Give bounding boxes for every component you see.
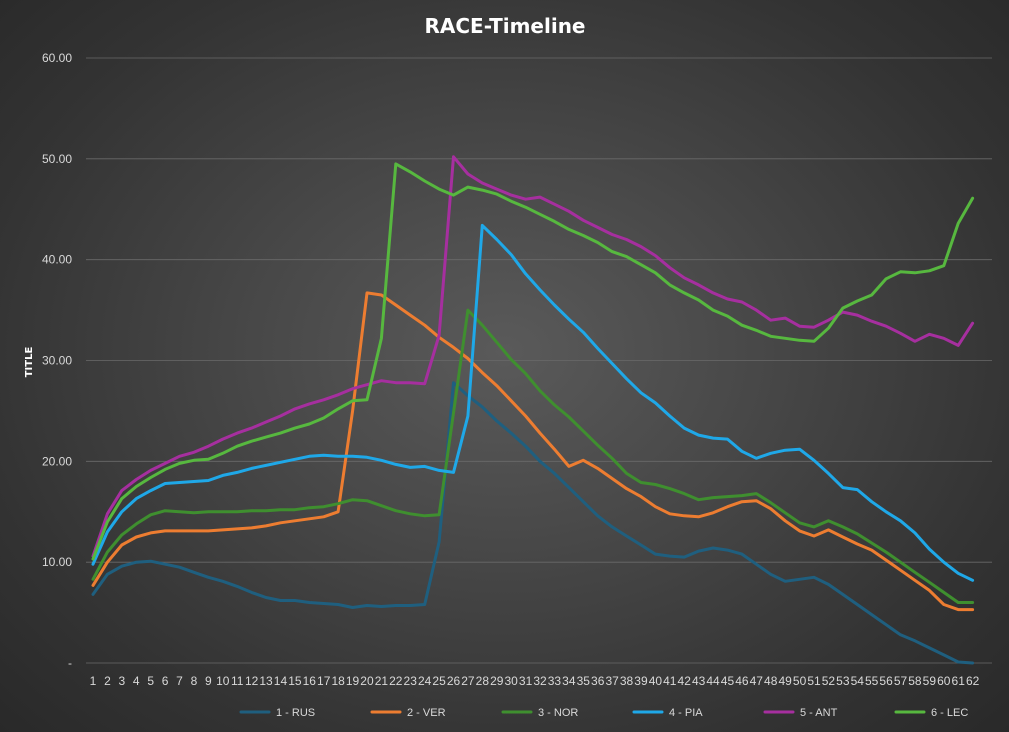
y-tick-label: 10.00	[42, 555, 72, 569]
legend-label: 6 - LEC	[931, 707, 968, 719]
x-tick-label: 29	[490, 674, 504, 688]
x-tick-label: 15	[288, 674, 302, 688]
x-tick-label: 31	[519, 674, 533, 688]
x-tick-label: 60	[937, 674, 951, 688]
x-tick-label: 56	[879, 674, 893, 688]
x-tick-label: 33	[548, 674, 562, 688]
x-tick-label: 17	[317, 674, 331, 688]
x-tick-label: 5	[147, 674, 154, 688]
x-tick-label: 22	[389, 674, 403, 688]
x-tick-label: 50	[793, 674, 807, 688]
x-tick-label: 28	[476, 674, 490, 688]
x-tick-label: 16	[303, 674, 317, 688]
x-tick-label: 12	[245, 674, 259, 688]
x-tick-label: 24	[418, 674, 432, 688]
series-line	[91, 223, 975, 582]
x-tick-label: 21	[375, 674, 389, 688]
x-tick-label: 62	[966, 674, 980, 688]
x-tick-label: 8	[191, 674, 198, 688]
legend-label: 4 - PIA	[669, 707, 703, 719]
x-tick-label: 13	[259, 674, 273, 688]
chart-title: RACE-Timeline	[425, 14, 586, 38]
x-tick-label: 14	[274, 674, 288, 688]
x-tick-label: 2	[104, 674, 111, 688]
x-tick-label: 40	[649, 674, 663, 688]
legend-label: 1 - RUS	[276, 707, 315, 719]
y-tick-label: -	[68, 656, 72, 670]
x-tick-label: 32	[533, 674, 547, 688]
x-tick-label: 19	[346, 674, 360, 688]
x-tick-label: 49	[778, 674, 792, 688]
y-tick-label: 20.00	[42, 454, 72, 468]
x-tick-label: 1	[90, 674, 97, 688]
x-tick-label: 34	[562, 674, 576, 688]
series-line	[91, 162, 975, 561]
x-tick-label: 25	[432, 674, 446, 688]
series-lines	[91, 155, 975, 665]
x-tick-label: 42	[678, 674, 692, 688]
series-line	[91, 381, 975, 665]
y-axis-label: TITLE	[24, 347, 35, 378]
x-tick-label: 36	[591, 674, 605, 688]
x-tick-label: 53	[836, 674, 850, 688]
x-tick-label: 59	[923, 674, 937, 688]
x-tick-label: 18	[331, 674, 345, 688]
x-tick-label: 47	[750, 674, 764, 688]
x-tick-label: 41	[663, 674, 677, 688]
x-tick-label: 6	[162, 674, 169, 688]
x-tick-label: 43	[692, 674, 706, 688]
x-tick-label: 61	[952, 674, 966, 688]
x-tick-label: 3	[118, 674, 125, 688]
y-axis-ticks: - 10.00 20.00 30.00 40.00 50.00 60.00	[42, 51, 72, 670]
x-tick-label: 58	[908, 674, 922, 688]
x-tick-label: 57	[894, 674, 908, 688]
x-tick-label: 48	[764, 674, 778, 688]
x-tick-label: 7	[176, 674, 183, 688]
legend-label: 5 - ANT	[800, 707, 838, 719]
x-tick-label: 46	[735, 674, 749, 688]
x-tick-label: 26	[447, 674, 461, 688]
y-tick-label: 40.00	[42, 253, 72, 267]
x-tick-label: 9	[205, 674, 212, 688]
legend-label: 2 - VER	[407, 707, 446, 719]
x-tick-label: 4	[133, 674, 140, 688]
x-tick-label: 39	[634, 674, 648, 688]
x-tick-label: 37	[605, 674, 619, 688]
x-tick-label: 27	[461, 674, 475, 688]
y-tick-label: 50.00	[42, 152, 72, 166]
x-tick-label: 20	[360, 674, 374, 688]
x-tick-label: 10	[216, 674, 230, 688]
x-tick-label: 38	[620, 674, 634, 688]
series-line	[91, 155, 975, 558]
y-tick-label: 30.00	[42, 354, 72, 368]
series-line	[91, 291, 975, 612]
x-tick-label: 52	[822, 674, 836, 688]
x-tick-label: 11	[231, 674, 244, 688]
x-tick-label: 51	[807, 674, 821, 688]
gridlines	[86, 57, 992, 664]
x-tick-label: 54	[851, 674, 865, 688]
y-tick-label: 60.00	[42, 51, 72, 65]
x-tick-label: 35	[577, 674, 591, 688]
legend: 1 - RUS 2 - VER 3 - NOR 4 - PIA 5 - ANT 6 - L…	[239, 707, 968, 719]
legend-label: 3 - NOR	[538, 707, 578, 719]
x-axis-ticks: 1 2 3 4 5 6 7 8 9 10 11 12 13 14 15 16 17 18 19 20 21 22 23 24 2…	[90, 674, 980, 688]
x-tick-label: 30	[505, 674, 519, 688]
x-tick-label: 23	[404, 674, 418, 688]
x-tick-label: 45	[721, 674, 735, 688]
series-line	[91, 308, 975, 604]
x-tick-label: 55	[865, 674, 879, 688]
x-tick-label: 44	[706, 674, 720, 688]
